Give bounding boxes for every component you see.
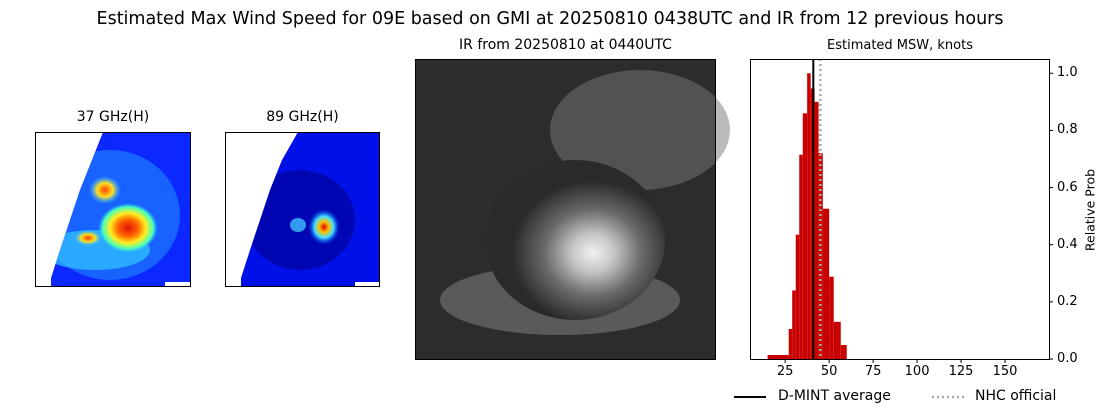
histogram-bar	[767, 355, 789, 359]
x-tick-label: 25	[776, 364, 794, 379]
legend-dmint-label: D-MINT average	[778, 388, 891, 404]
x-tick-label: 125	[948, 364, 974, 379]
ir-title: IR from 20250810 at 0440UTC	[459, 37, 672, 53]
y-tick-label: 0.6	[1057, 179, 1078, 195]
histogram-bar	[795, 234, 800, 359]
histogram-bar	[792, 290, 796, 359]
y-tick-label: 0.4	[1057, 236, 1078, 252]
mw37-title: 37 GHz(H)	[76, 109, 150, 125]
x-tick-label: 75	[864, 364, 882, 379]
histogram-bar	[788, 329, 793, 359]
histogram	[750, 59, 1053, 363]
histogram-bar	[833, 321, 841, 359]
legend-nhc-label: NHC official	[975, 388, 1057, 404]
histogram-bar	[818, 153, 823, 359]
mw89-image	[225, 132, 380, 287]
y-tick-label: 0.2	[1057, 293, 1078, 309]
chart-title: Estimated MSW, knots	[827, 38, 973, 53]
ir-image	[415, 59, 730, 360]
plot-frame	[750, 59, 1050, 360]
histogram-bar	[829, 276, 834, 359]
y-tick-label: 0.8	[1057, 122, 1078, 138]
histogram-bar	[799, 154, 803, 359]
histogram-bar	[807, 73, 811, 360]
histogram-bar	[840, 345, 847, 359]
mw37-image	[35, 132, 191, 287]
x-tick-label: 150	[992, 364, 1018, 379]
x-tick-label: 100	[904, 364, 930, 379]
y-tick-label: 0.0	[1057, 351, 1078, 366]
histogram-bar	[822, 208, 830, 359]
y-tick-label: 1.0	[1057, 65, 1078, 81]
x-tick-label: 50	[820, 364, 838, 379]
figure-title: Estimated Max Wind Speed for 09E based o…	[96, 9, 1004, 29]
histogram-bar	[802, 113, 808, 360]
histogram-bar	[814, 101, 819, 359]
mw89-title: 89 GHz(H)	[266, 109, 339, 125]
